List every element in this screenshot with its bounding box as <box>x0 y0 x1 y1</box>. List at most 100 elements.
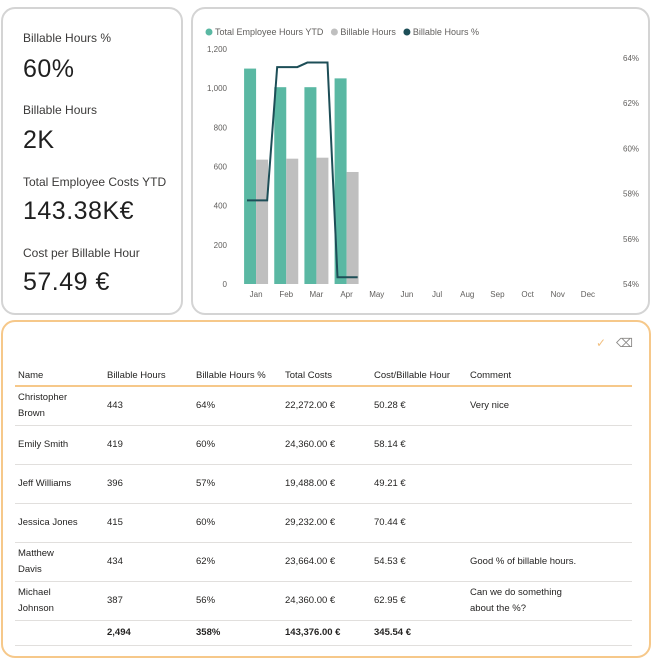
y-tick-label: 1,200 <box>207 45 228 54</box>
cost-per-hour-cell-text: 58.14 € <box>374 439 406 450</box>
y-tick-label: 800 <box>214 123 228 132</box>
billable-pct-cell-text: 62% <box>196 556 216 567</box>
billable-pct-cell: 60% <box>193 503 282 543</box>
name-cell-text: Jeff Williams <box>18 478 72 489</box>
y-right-tick-label: 60% <box>623 144 639 153</box>
y-right-tick-label: 58% <box>623 190 639 199</box>
name-cell-text: Jessica Jones <box>18 517 78 528</box>
y-tick-label: 1,000 <box>207 84 228 93</box>
cost-per-hour-cell: 58.14 € <box>371 425 467 465</box>
x-tick-label: Jan <box>250 290 263 299</box>
comment-cell: Good % of billable hours. <box>467 542 632 582</box>
x-tick-label: Jul <box>432 290 442 299</box>
cost-per-hour-cell-text: 54.53 € <box>374 556 406 567</box>
total-costs-cell: 23,664.00 € <box>282 542 371 582</box>
bar-billable-hours[interactable] <box>316 157 329 284</box>
name-cell: Michael Johnson <box>15 581 104 621</box>
bar-total-hours[interactable] <box>334 78 347 284</box>
total-cell: 2,494 <box>104 620 193 646</box>
name-cell: Jessica Jones <box>15 503 104 543</box>
cost-per-hour-cell-text: 62.95 € <box>374 595 406 606</box>
cost-per-hour-cell-text: 50.28 € <box>374 400 406 411</box>
total-costs-cell-text: 24,360.00 € <box>285 439 336 450</box>
billable-hours-cell-text: 415 <box>107 517 123 528</box>
bar-billable-hours[interactable] <box>256 159 269 284</box>
total-costs-cell: 29,232.00 € <box>282 503 371 543</box>
x-tick-label: Dec <box>581 290 595 299</box>
table-header-row: Name Billable Hours Billable Hours % Tot… <box>15 364 632 387</box>
billable-pct-cell-text: 57% <box>196 478 216 489</box>
legend-label[interactable]: Billable Hours % <box>413 27 479 37</box>
comment-cell-text: Can we do something about the %? <box>470 587 562 614</box>
billable-pct-cell: 60% <box>193 425 282 465</box>
x-tick-label: May <box>369 290 384 299</box>
billable-pct-cell: 62% <box>193 542 282 582</box>
billable-hours-cell-text: 396 <box>107 478 123 489</box>
table-row[interactable]: Matthew Davis 434 62% 23,664.00 € 54.53 € Goo… <box>15 542 632 582</box>
comment-cell <box>467 464 632 504</box>
total-costs-cell: 24,360.00 € <box>282 425 371 465</box>
table-row[interactable]: Jeff Williams 396 57% 19,488.00 € 49.21 € <box>15 464 632 504</box>
cost-per-hour-cell: 49.21 € <box>371 464 467 504</box>
bar-total-hours[interactable] <box>304 87 317 284</box>
bar-billable-hours[interactable] <box>286 158 299 284</box>
billable-pct-cell-text: 60% <box>196 517 216 528</box>
kpi-cost-per-hour-label: Cost per Billable Hour <box>23 246 140 260</box>
comment-cell-text: Good % of billable hours. <box>470 556 577 567</box>
y-tick-label: 400 <box>214 202 228 211</box>
kpi-billable-hours-label: Billable Hours <box>23 103 98 117</box>
legend-label[interactable]: Billable Hours <box>340 27 396 37</box>
name-cell: Jeff Williams <box>15 464 104 504</box>
name-cell: Emily Smith <box>15 425 104 465</box>
kpi-card: Billable Hours % 60% Billable Hours 2K T… <box>1 7 183 315</box>
legend-marker-0 <box>205 28 213 36</box>
total-costs-cell: 19,488.00 € <box>282 464 371 504</box>
name-cell-text: Emily Smith <box>18 439 69 450</box>
table-row[interactable]: Jessica Jones 415 60% 29,232.00 € 70.44 € <box>15 503 632 543</box>
billable-hours-cell-text: 434 <box>107 556 123 567</box>
bar-total-hours[interactable] <box>274 87 287 284</box>
y-right-tick-label: 62% <box>623 99 639 108</box>
column-header-cost-per-hour[interactable]: Cost/Billable Hour <box>371 364 467 387</box>
total-costs-cell-text: 24,360.00 € <box>285 595 336 606</box>
billable-hours-cell: 387 <box>104 581 193 621</box>
total-cell: 358% <box>193 620 282 646</box>
y-right-tick-label: 54% <box>623 280 639 289</box>
legend-marker-2 <box>403 28 411 36</box>
total-cell <box>15 620 104 646</box>
table-row[interactable]: Emily Smith 419 60% 24,360.00 € 58.14 € <box>15 425 632 465</box>
x-tick-label: Mar <box>310 290 324 299</box>
cost-per-hour-cell: 50.28 € <box>371 386 467 426</box>
billable-hours-cell: 443 <box>104 386 193 426</box>
billable-hours-cell: 419 <box>104 425 193 465</box>
billable-hours-cell: 396 <box>104 464 193 504</box>
comment-cell-text: Very nice <box>470 400 510 411</box>
kpi-billable-hours-value: 2K <box>23 126 55 154</box>
billable-pct-cell-text: 60% <box>196 439 216 450</box>
column-header-total-costs[interactable]: Total Costs <box>282 364 371 387</box>
column-header-billable-pct[interactable]: Billable Hours % <box>193 364 282 387</box>
column-header-name[interactable]: Name <box>15 364 104 387</box>
legend-label[interactable]: Total Employee Hours YTD <box>215 27 324 37</box>
billable-pct-cell: 56% <box>193 581 282 621</box>
y-right-tick-label: 56% <box>623 235 639 244</box>
x-tick-label: Jun <box>400 290 413 299</box>
cost-per-hour-cell: 70.44 € <box>371 503 467 543</box>
check-icon[interactable]: ✓ <box>595 336 607 350</box>
eraser-icon[interactable]: ⌫ <box>616 336 633 350</box>
table-row[interactable]: Christopher Brown 443 64% 22,272.00 € 50.28 … <box>15 386 632 426</box>
y-tick-label: 0 <box>223 280 228 289</box>
column-header-billable-hours[interactable]: Billable Hours <box>104 364 193 387</box>
table-row[interactable]: Michael Johnson 387 56% 24,360.00 € 62.95 € C… <box>15 581 632 621</box>
bar-billable-hours[interactable] <box>346 171 359 284</box>
column-header-comment[interactable]: Comment <box>467 364 632 387</box>
bar-total-hours[interactable] <box>244 68 257 284</box>
x-tick-label: Feb <box>279 290 293 299</box>
x-tick-label: Nov <box>551 290 565 299</box>
kpi-cost-per-hour-value: 57.49 € <box>23 268 110 296</box>
comment-cell: Can we do something about the %? <box>467 581 632 621</box>
line-billable-pct[interactable] <box>247 61 358 279</box>
comment-cell: Very nice <box>467 386 632 426</box>
kpi-total-costs-label: Total Employee Costs YTD <box>23 175 167 189</box>
name-cell: Matthew Davis <box>15 542 104 582</box>
